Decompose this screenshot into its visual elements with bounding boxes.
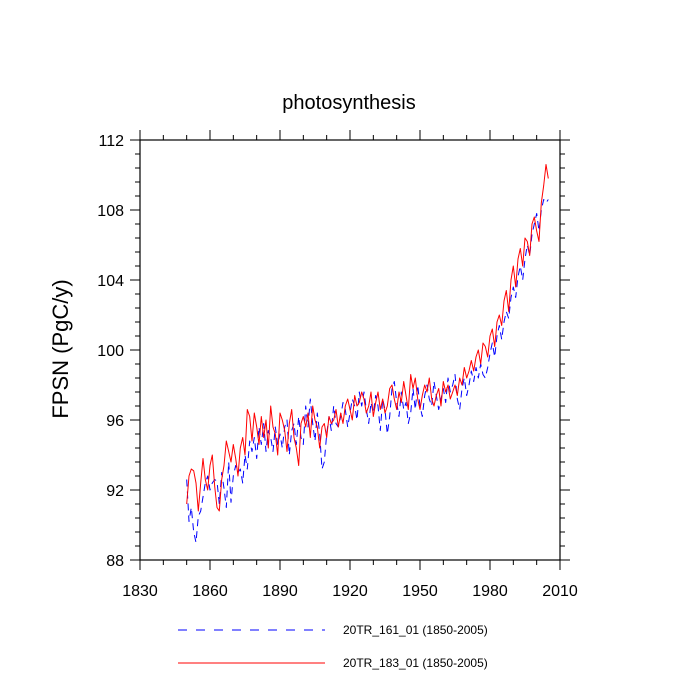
y-tick-label: 112 [98,133,124,150]
y-tick-label: 96 [106,413,124,430]
legend-label-1: 20TR_161_01 (1850-2005) [343,623,488,637]
x-tick-label: 2010 [542,583,578,600]
axis-ticks [130,130,570,570]
y-tick-label: 92 [106,483,124,500]
x-tick-label: 1860 [192,583,228,600]
legend: 20TR_161_01 (1850-2005) 20TR_183_01 (1850… [178,623,488,670]
x-tick-label: 1920 [332,583,368,600]
x-tick-label: 1980 [472,583,508,600]
y-tick-label: 104 [97,273,124,290]
x-tick-label: 1950 [402,583,438,600]
x-tick-label: 1830 [122,583,158,600]
x-tick-label: 1890 [262,583,298,600]
y-tick-label: 88 [106,553,124,570]
series-lines [186,164,549,543]
legend-label-2: 20TR_183_01 (1850-2005) [343,656,488,670]
y-tick-label: 100 [97,343,124,360]
series-line-2 [186,164,549,512]
axis-tick-labels: 1830 1860 1890 1920 1950 1980 2010 88 92 96 100 104… [97,133,578,600]
series-line-1 [186,199,549,543]
y-axis-label: FPSN (PgC/y) [48,279,73,418]
y-tick-label: 108 [97,203,124,220]
chart-title: photosynthesis [282,92,415,114]
